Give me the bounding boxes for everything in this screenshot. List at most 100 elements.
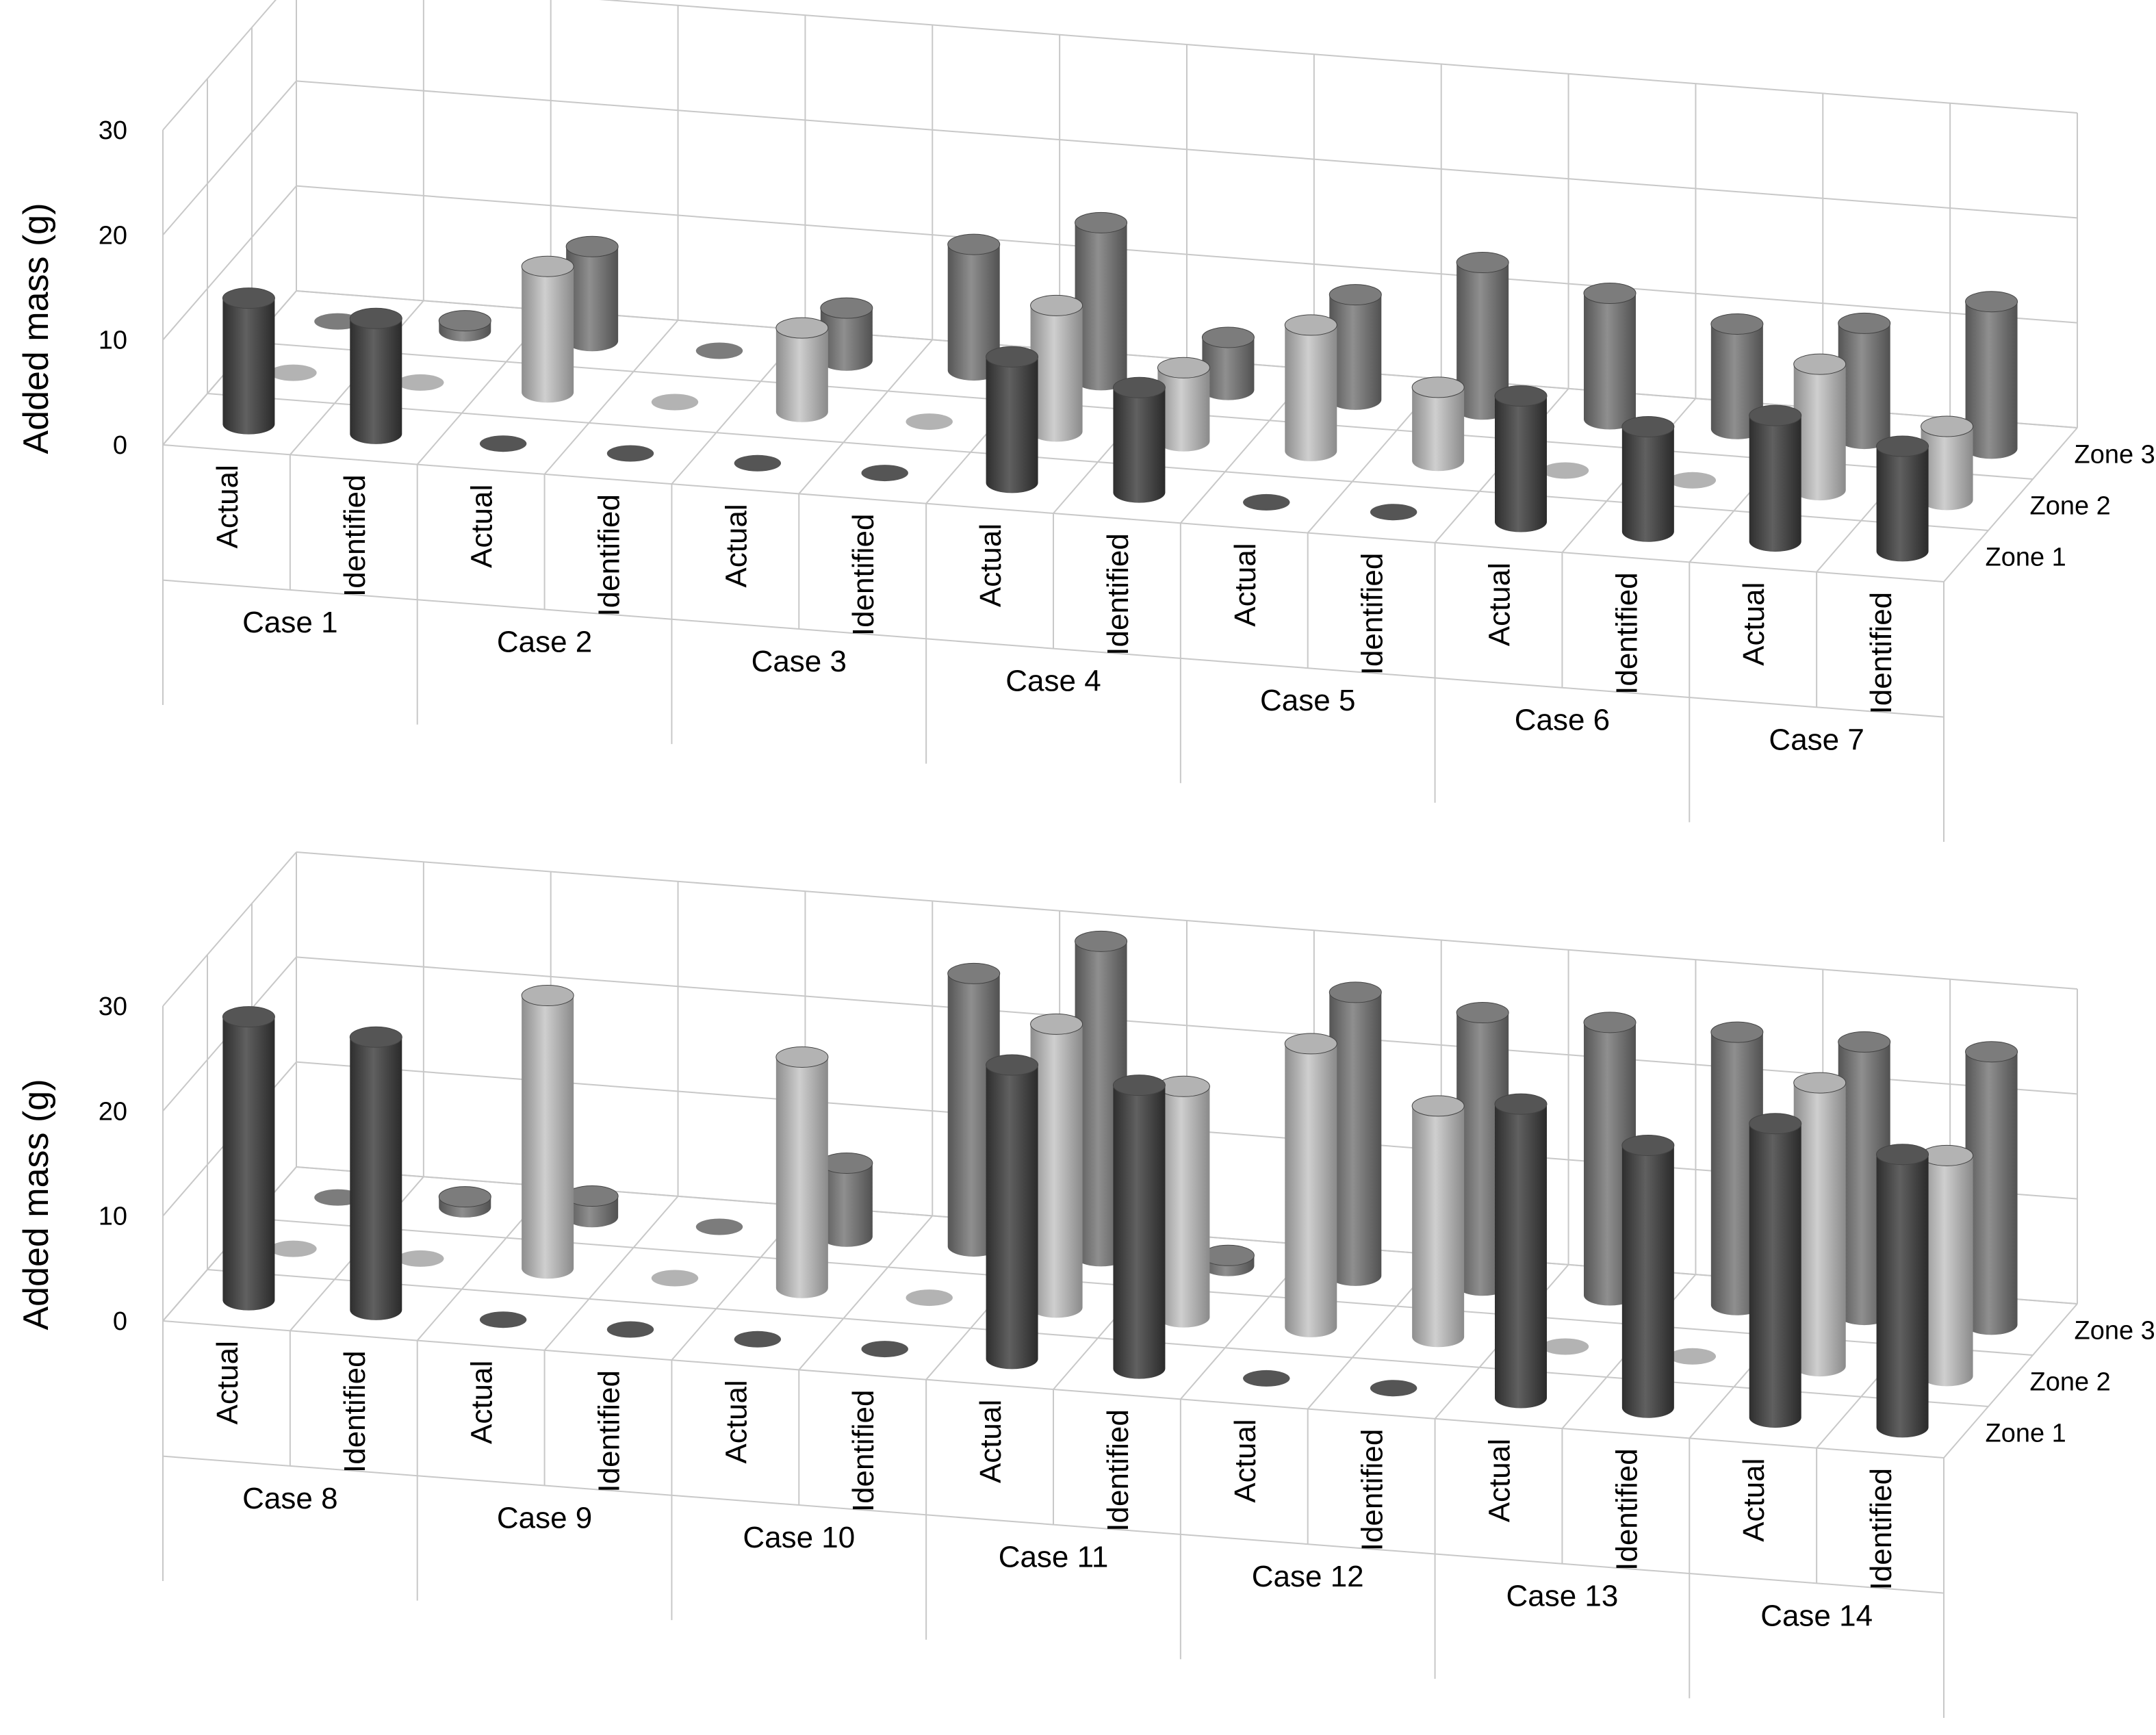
bar-body [566,246,619,352]
bar-top [1876,1144,1929,1166]
bar-body [1965,1051,2018,1335]
bar-top [222,1006,275,1028]
zone-label-zone-2: Zone 2 [2030,492,2111,521]
bar-body [1329,294,1382,410]
bar-top [1621,1134,1675,1156]
bar-case-13-actual-zone-2 [1541,1338,1589,1355]
y-tick-label: 0 [113,1307,127,1336]
category-label-identified: Identified [338,1350,372,1473]
case-label: Case 13 [1506,1580,1618,1613]
bar-body [1793,364,1846,501]
bar-body [1749,1123,1801,1428]
bar-body [1456,262,1509,420]
category-label-identified: Identified [593,494,626,617]
bar-body [1921,1155,1973,1387]
bar-case-7-identified-zone-1 [1876,435,1929,562]
bar-case-10-actual-zone-2 [775,1046,829,1298]
floor-line [207,393,1989,531]
category-label-identified: Identified [847,514,880,637]
bar-zero-disc [479,435,527,452]
case-label: Case 6 [1515,704,1610,737]
floor-line [1943,1303,2078,1458]
bar-top [1749,1113,1802,1135]
bar-case-8-identified-zone-3 [438,1186,491,1218]
bar-top [820,1152,873,1174]
bar-top [986,346,1039,368]
zone-label-zone-1: Zone 1 [1986,1419,2066,1448]
bar-top [1921,415,1974,437]
bar-body [775,328,828,422]
bar-case-5-identified-zone-1 [1370,504,1417,521]
category-label-identified: Identified [1864,1468,1898,1591]
bar-top [1329,284,1382,306]
bar-case-6-identified-zone-1 [1621,415,1675,542]
category-label-identified: Identified [1101,533,1135,656]
bar-zero-disc [270,1240,317,1257]
case-label: Case 9 [497,1501,592,1534]
gridline-side [162,0,277,131]
bar-case-1-identified-zone-3 [438,310,491,342]
bar-top [438,1186,491,1208]
bar-body [1412,1105,1465,1348]
bar-top [1075,211,1128,233]
bars [222,211,2018,562]
bar-top [1793,1072,1847,1094]
category-label-actual: Actual [1737,582,1771,666]
group-separator [162,579,1945,718]
bar-top [1876,435,1929,457]
bar-case-5-actual-zone-1 [1243,493,1290,511]
bar-case-8-actual-zone-2 [270,1240,317,1257]
bar-case-12-identified-zone-1 [1370,1380,1417,1397]
bar-zero-disc [1541,1338,1589,1355]
category-label-actual: Actual [1483,1439,1517,1522]
bar-case-9-actual-zone-3 [565,1185,619,1228]
bar-top [775,1046,829,1068]
bar-case-7-actual-zone-3 [1838,312,1891,450]
bar-top [1921,1144,1974,1166]
bar-case-8-actual-zone-3 [314,1189,361,1206]
bar-top [521,255,574,277]
case-label: Case 12 [1252,1560,1364,1593]
bar-case-12-actual-zone-2 [1284,1033,1337,1337]
category-label-identified: Identified [593,1370,626,1493]
bar-case-14-actual-zone-2 [1793,1072,1847,1377]
bar-top [1030,1013,1083,1035]
bar-case-3-actual-zone-3 [820,297,873,371]
bar-zero-disc [1243,1370,1290,1387]
category-label-identified: Identified [1356,1429,1389,1552]
bar-top [438,310,491,332]
bar-zero-disc [1370,504,1417,521]
case-label: Case 1 [242,606,337,639]
bar-case-8-actual-zone-1 [222,1006,275,1311]
bar-body [350,1037,402,1320]
bar-case-9-actual-zone-1 [479,1311,527,1328]
bar-body [986,1065,1038,1370]
bar-top [1838,1031,1891,1053]
bar-top [1965,1041,2018,1063]
bar-body [1495,396,1547,532]
bar-top [1793,353,1847,375]
bar-top [1456,1002,1509,1024]
bar-case-6-actual-zone-3 [1583,283,1637,430]
floor-line [798,1215,934,1371]
bar-zero-disc [314,1189,361,1206]
bar-top [1838,312,1891,334]
bar-case-10-identified-zone-2 [906,1289,953,1307]
bar-zero-disc [734,454,782,472]
category-label-identified: Identified [1356,553,1389,676]
category-label-actual: Actual [1483,563,1517,646]
bar-case-11-actual-zone-1 [986,1054,1039,1370]
bar-body [1030,1024,1083,1318]
bar-case-10-actual-zone-3 [820,1152,873,1247]
bar-case-9-identified-zone-1 [606,1321,654,1338]
bar-body [1329,992,1382,1286]
case-label: Case 4 [1005,665,1101,698]
bar-body [1621,1145,1674,1418]
bar-top [1112,376,1166,398]
bar-zero-disc [270,364,317,381]
category-label-actual: Actual [211,465,244,548]
zone-label-zone-3: Zone 3 [2075,441,2155,470]
bar-zero-disc [1370,1380,1417,1397]
category-label-actual: Actual [465,485,499,568]
